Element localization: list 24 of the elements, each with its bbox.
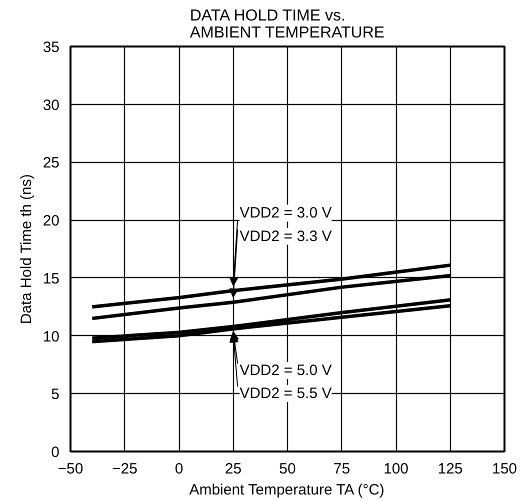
y-tick-label: 5 — [51, 386, 60, 404]
x-tick-label: −50 — [58, 460, 84, 478]
y-axis-title: Data Hold Time th (ns) — [18, 174, 35, 324]
y-tick-label: 10 — [42, 328, 60, 346]
x-tick-label: 0 — [174, 460, 184, 478]
x-axis-title: Ambient Temperature TA (°C) — [189, 482, 384, 498]
y-tick-label: 20 — [42, 212, 60, 230]
chart-title: DATA HOLD TIME vs. AMBIENT TEMPERATURE — [190, 8, 385, 42]
x-tick-label: 125 — [438, 460, 463, 478]
y-tick-label: 0 — [51, 444, 60, 461]
text: VDD2 = 3.0 V — [240, 204, 332, 222]
x-tick-label: 150 — [492, 460, 518, 478]
y-tick-label: 30 — [42, 96, 60, 114]
x-tick-label: −25 — [112, 460, 138, 478]
x-tick-label: 100 — [383, 460, 409, 478]
y-tick-label: 35 — [42, 39, 60, 56]
x-tick-label: 75 — [333, 460, 350, 478]
y-tick-label: 25 — [42, 154, 60, 172]
text: VDD2 = 3.3 V — [240, 228, 332, 245]
legend-label: VDD2 = 5.0 V — [240, 362, 332, 379]
y-tick-label: 15 — [42, 270, 60, 288]
x-tick-label: 50 — [279, 460, 296, 478]
x-tick-label: 25 — [224, 460, 242, 478]
text: VDD2 = 5.5 V — [240, 385, 332, 402]
